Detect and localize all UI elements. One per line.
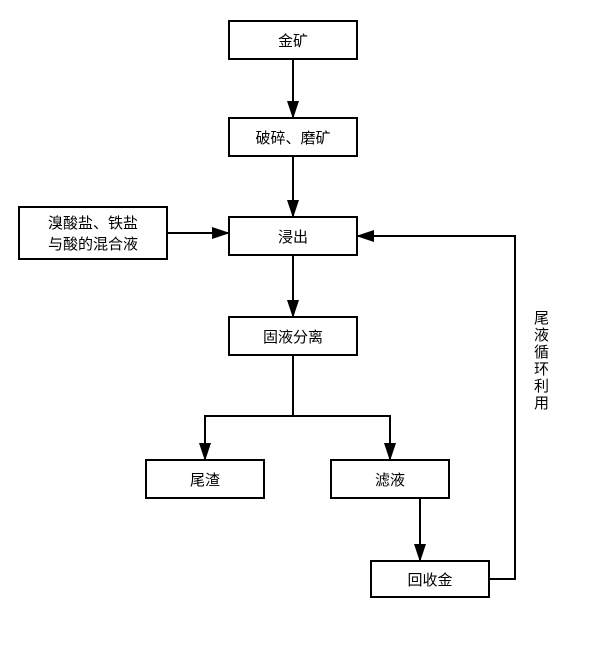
edge-5 (205, 416, 293, 459)
node-leach: 浸出 (228, 216, 358, 256)
node-separation: 固液分离 (228, 316, 358, 356)
recycle-label: 尾液循环利用 (530, 310, 551, 412)
node-filtrate: 滤液 (330, 459, 450, 499)
edge-8 (358, 236, 515, 579)
edge-6 (293, 416, 390, 459)
node-recover: 回收金 (370, 560, 490, 598)
node-gold_ore: 金矿 (228, 20, 358, 60)
node-crush: 破碎、磨矿 (228, 117, 358, 157)
node-tailings: 尾渣 (145, 459, 265, 499)
node-mixture: 溴酸盐、铁盐 与酸的混合液 (18, 206, 168, 260)
